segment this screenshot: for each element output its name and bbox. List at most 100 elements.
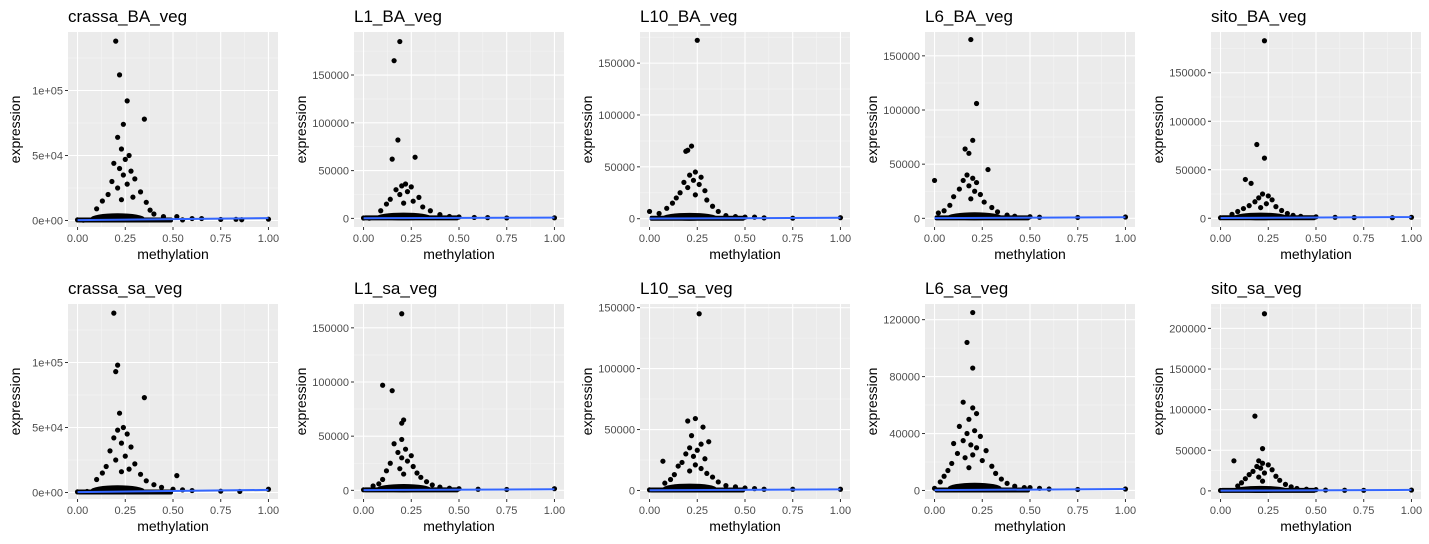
data-point <box>979 457 985 464</box>
data-point <box>1261 311 1268 317</box>
data-point <box>1284 210 1290 217</box>
data-point <box>143 478 149 484</box>
data-point <box>970 137 976 143</box>
x-tick-label: 0.50 <box>1305 233 1326 245</box>
y-axis-title: expression <box>293 368 309 436</box>
data-point <box>141 116 147 122</box>
data-point <box>1122 486 1129 492</box>
data-point <box>94 206 100 212</box>
data-point <box>124 431 130 437</box>
x-tick-label: 1.00 <box>1115 233 1136 245</box>
data-point <box>105 191 111 198</box>
data-point <box>702 456 708 462</box>
data-point <box>681 179 687 185</box>
y-tick-label: 200000 <box>1169 323 1206 335</box>
y-tick-label: 100000 <box>312 118 349 130</box>
y-tick-label: 0e+00 <box>32 216 63 228</box>
scatter-panel-L6_BA_veg: L6_BA_veg 0.00 0.25 0.50 0.75 1.00 0 50000 10000… <box>864 7 1136 262</box>
data-point <box>423 479 430 485</box>
data-point <box>951 440 957 447</box>
data-point <box>118 469 125 475</box>
data-point <box>151 211 157 217</box>
data-point <box>970 405 976 411</box>
data-point <box>1256 195 1262 201</box>
data-point <box>696 311 702 317</box>
data-point <box>994 209 1001 215</box>
trend-line <box>1220 216 1412 219</box>
trend-line <box>934 216 1126 220</box>
data-point <box>685 184 691 191</box>
data-point <box>964 172 970 178</box>
scatter-panel-crassa_BA_veg: crassa_BA_veg 0.00 0.25 0.50 0.75 1.00 0e+00 5e… <box>7 7 279 262</box>
x-tick-label: 0.00 <box>353 233 374 245</box>
data-point <box>966 150 972 156</box>
data-point <box>420 204 426 210</box>
data-point <box>954 450 961 457</box>
data-point <box>1012 483 1018 489</box>
data-point <box>983 448 989 454</box>
data-point <box>397 38 403 45</box>
data-point <box>118 197 125 203</box>
data-point <box>387 460 393 466</box>
data-point <box>1242 476 1248 482</box>
x-tick-label: 0.75 <box>1353 233 1374 245</box>
data-point <box>837 215 844 221</box>
data-point <box>380 476 386 483</box>
x-tick-label: 0.50 <box>1305 505 1326 517</box>
y-axis-title: expression <box>579 96 595 164</box>
data-point <box>113 369 119 375</box>
x-tick-label: 0.00 <box>639 233 660 245</box>
y-tick-label: 80000 <box>889 372 920 384</box>
data-point <box>679 459 685 466</box>
data-point <box>107 448 113 454</box>
data-point <box>124 181 130 187</box>
scatter-panel-L1_sa_veg: L1_sa_veg 0.00 0.25 0.50 0.75 1.00 0 50000 10000… <box>293 279 565 534</box>
panel-title: L6_BA_veg <box>925 7 1013 26</box>
data-point <box>1259 191 1266 197</box>
minor-gridlines <box>640 32 850 227</box>
data-point <box>1252 199 1258 205</box>
x-tick-label: 0.50 <box>734 505 755 517</box>
x-tick-label: 0.25 <box>687 233 708 245</box>
major-gridlines <box>1211 304 1421 499</box>
data-point <box>115 362 121 368</box>
x-axis-title: methylation <box>423 518 495 534</box>
major-gridlines <box>68 32 278 227</box>
data-point <box>94 476 100 483</box>
y-tick-label: 1e+05 <box>32 86 63 98</box>
data-point <box>981 199 987 205</box>
data-point <box>1277 477 1283 483</box>
y-tick-label: 150000 <box>883 51 920 63</box>
panel-title: L1_BA_veg <box>354 7 442 26</box>
data-point <box>692 192 698 198</box>
data-point <box>1273 473 1279 479</box>
data-point <box>408 184 414 190</box>
data-point <box>675 463 681 469</box>
y-tick-label: 100000 <box>598 110 635 122</box>
data-point <box>977 191 983 198</box>
data-point <box>985 166 991 173</box>
x-tick-label: 0.50 <box>448 233 469 245</box>
data-point <box>973 445 980 451</box>
y-tick-label: 5e+04 <box>32 423 63 435</box>
data-point <box>399 455 405 461</box>
data-point <box>973 410 980 417</box>
data-point <box>715 208 721 215</box>
data-point <box>667 476 674 483</box>
x-tick-label: 0.75 <box>210 505 231 517</box>
data-point <box>418 474 424 480</box>
data-point <box>116 410 123 416</box>
data-points <box>931 36 1129 221</box>
scatter-panel-sito_sa_veg: sito_sa_veg 0.00 0.25 0.50 0.75 1.00 0 50000 100… <box>1150 279 1422 534</box>
data-point <box>120 121 126 127</box>
trend-line <box>649 488 841 492</box>
data-point <box>1269 467 1275 473</box>
x-tick-label: 0.25 <box>401 505 422 517</box>
y-tick-label: 50000 <box>604 425 635 437</box>
data-point <box>704 470 710 477</box>
data-point <box>99 470 105 476</box>
x-tick-label: 0.50 <box>734 233 755 245</box>
y-axis-title: expression <box>864 96 880 164</box>
x-tick-label: 1.00 <box>1401 233 1422 245</box>
